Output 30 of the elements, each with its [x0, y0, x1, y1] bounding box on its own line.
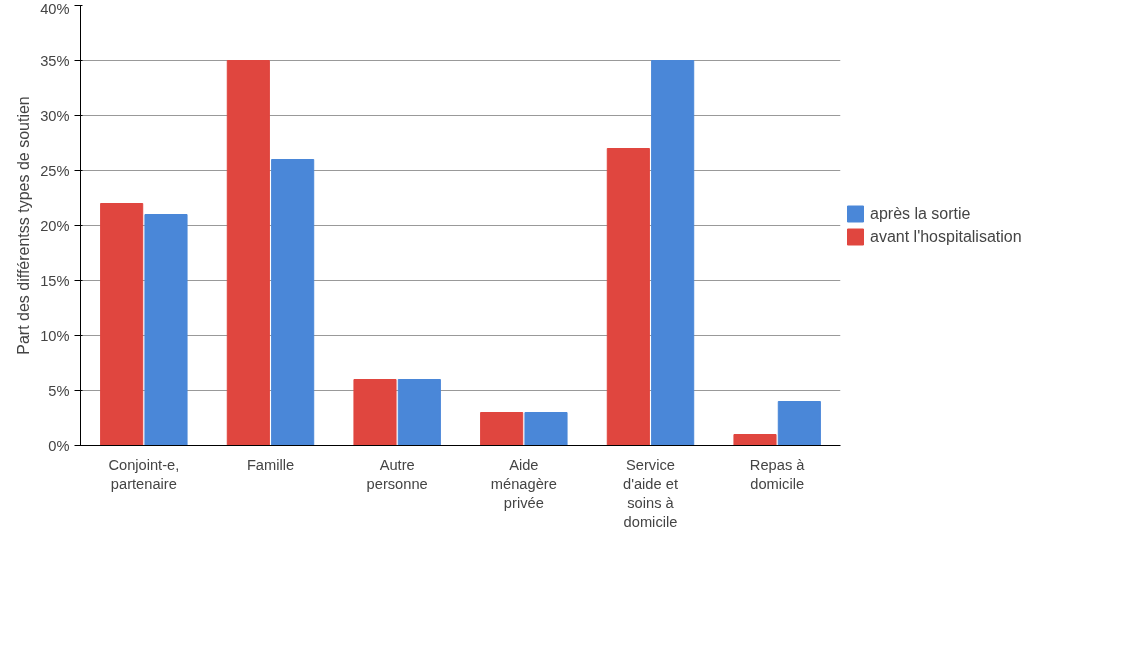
bar — [226, 60, 270, 446]
bar — [777, 401, 821, 446]
y-tick-label: 5% — [48, 382, 70, 399]
y-tick-label: 0% — [48, 437, 70, 454]
x-tick-label: Service d'aide et soins à domicile — [623, 456, 678, 531]
x-tick-label: Aide ménagère privée — [490, 456, 557, 511]
y-tick-label: 40% — [40, 0, 70, 17]
bar — [100, 203, 144, 446]
bar — [480, 412, 524, 446]
bar — [524, 412, 568, 446]
bar — [606, 148, 650, 446]
bar — [144, 214, 188, 446]
legend-label: après la sortie — [870, 204, 971, 223]
y-tick-label: 15% — [40, 272, 70, 289]
bar — [271, 159, 315, 446]
legend-label: avant l'hospitalisation — [870, 227, 1022, 246]
y-axis-title: Part des différentss types de soutien — [15, 96, 33, 355]
y-tick-label: 10% — [40, 327, 70, 344]
x-tick-label: Famille — [246, 456, 295, 473]
y-tick-label: 20% — [40, 217, 70, 234]
x-tick-label: Conjoint-e, partenaire — [108, 456, 180, 492]
y-tick-label: 25% — [40, 162, 70, 179]
x-tick-label: Repas à domicile — [749, 456, 806, 492]
bar — [397, 379, 441, 446]
x-tick-label: Autre personne — [366, 456, 428, 492]
y-tick-label: 30% — [40, 107, 70, 124]
bar — [651, 60, 695, 446]
bar — [353, 379, 397, 446]
bar — [733, 434, 777, 446]
y-tick-label: 35% — [40, 52, 70, 69]
